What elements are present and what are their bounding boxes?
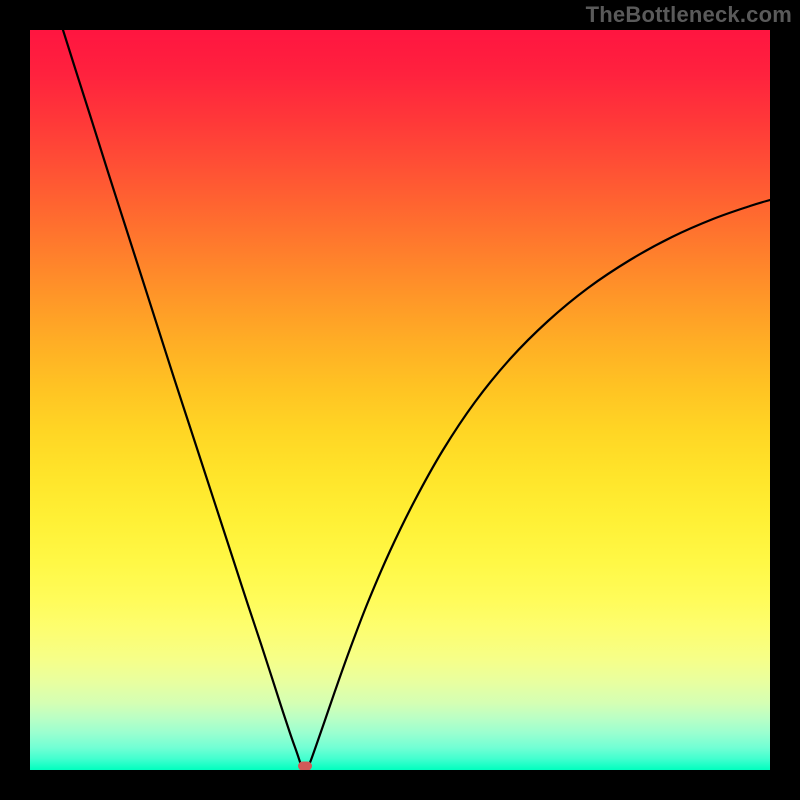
minimum-marker — [298, 762, 312, 771]
curve-right-branch — [309, 200, 771, 766]
chart-container: TheBottleneck.com — [0, 0, 800, 800]
watermark-text: TheBottleneck.com — [586, 2, 792, 28]
curve-left-branch — [63, 30, 302, 766]
bottleneck-curve-layer — [30, 30, 770, 770]
plot-area — [30, 30, 770, 770]
